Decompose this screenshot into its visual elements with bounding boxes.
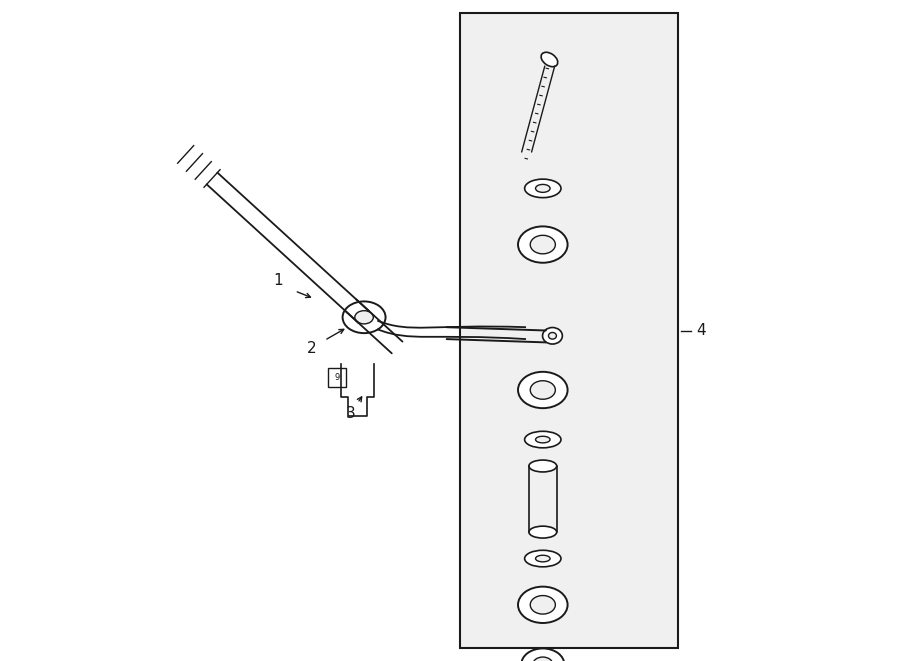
- Bar: [328, 368, 346, 387]
- Ellipse shape: [533, 657, 553, 661]
- Ellipse shape: [543, 327, 562, 344]
- Ellipse shape: [530, 596, 555, 614]
- Ellipse shape: [530, 381, 555, 399]
- Ellipse shape: [525, 179, 561, 198]
- Ellipse shape: [525, 550, 561, 567]
- Ellipse shape: [518, 371, 568, 408]
- Ellipse shape: [530, 235, 555, 254]
- Ellipse shape: [343, 301, 385, 333]
- Ellipse shape: [536, 555, 550, 562]
- Bar: [460, 13, 678, 648]
- Ellipse shape: [548, 332, 556, 339]
- Ellipse shape: [355, 311, 374, 324]
- Ellipse shape: [529, 460, 557, 472]
- Text: 1: 1: [274, 274, 283, 288]
- Text: 4: 4: [697, 323, 706, 338]
- Ellipse shape: [525, 432, 561, 448]
- Ellipse shape: [541, 52, 558, 67]
- Ellipse shape: [518, 226, 568, 262]
- Ellipse shape: [521, 648, 564, 661]
- Text: 2: 2: [306, 341, 316, 356]
- Ellipse shape: [536, 436, 550, 443]
- Ellipse shape: [529, 526, 557, 538]
- Ellipse shape: [518, 587, 568, 623]
- Text: 3: 3: [346, 406, 356, 420]
- Ellipse shape: [536, 184, 550, 192]
- Text: 9: 9: [334, 373, 339, 382]
